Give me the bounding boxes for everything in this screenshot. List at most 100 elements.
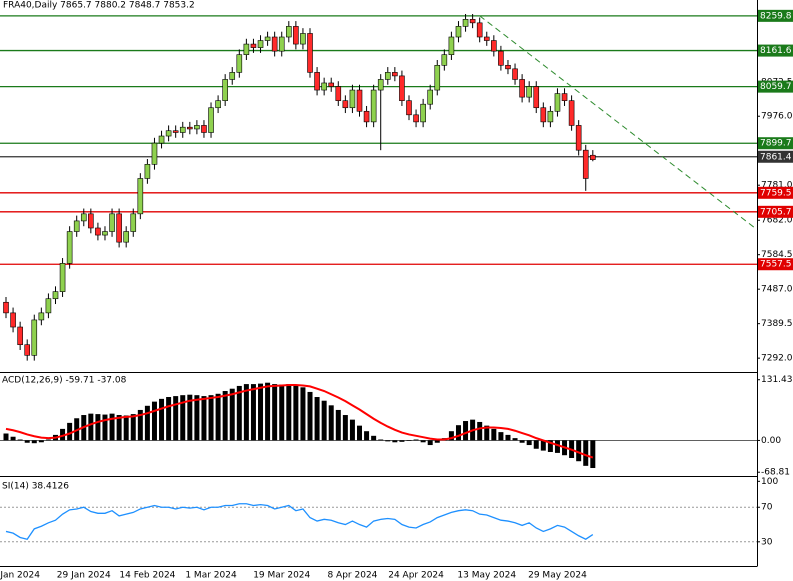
macd-bar <box>31 440 37 444</box>
macd-bar <box>540 440 546 451</box>
macd-bar <box>448 431 454 441</box>
candle-body <box>123 231 129 243</box>
level-tag <box>758 150 793 163</box>
macd-bar <box>406 440 412 441</box>
candle-body <box>293 26 299 45</box>
macd-bar <box>321 400 327 441</box>
frame <box>0 0 758 567</box>
candle-body <box>172 130 179 133</box>
macd-bar <box>576 440 582 462</box>
candle-body <box>370 89 377 123</box>
macd-bar <box>3 433 9 441</box>
candle-body <box>229 72 236 80</box>
candle-body <box>31 319 38 356</box>
trend-line <box>479 15 756 229</box>
macd-bar <box>477 421 483 441</box>
level-tag <box>758 205 793 218</box>
macd-bar <box>123 415 129 441</box>
macd-bar <box>243 384 249 441</box>
candle-body <box>349 89 356 109</box>
macd-bar <box>314 397 320 441</box>
candle-body <box>201 125 207 133</box>
macd-bar <box>24 440 30 443</box>
candle-body <box>512 68 518 80</box>
level-label: 8059.7 <box>760 82 792 92</box>
macd-bar <box>208 395 214 441</box>
candle-body <box>52 291 59 300</box>
y-tick-label: 7584.5 <box>761 250 793 260</box>
level-label: 7759.5 <box>760 188 792 198</box>
candle-body <box>377 79 384 91</box>
chart-title: FRA40,Daily 7865.7 7880.2 7848.7 7853.2 <box>3 1 195 11</box>
candle-body <box>102 231 108 236</box>
candle-body <box>455 26 462 38</box>
candle-body <box>540 107 547 123</box>
level-tag <box>758 44 793 57</box>
candle-body <box>328 82 335 87</box>
candle-body <box>285 26 292 38</box>
candle-body <box>24 344 31 356</box>
candle-body <box>420 103 426 123</box>
y-tick-label: 100 <box>761 477 778 487</box>
candle-body <box>3 301 9 314</box>
macd-bar <box>342 415 348 441</box>
candle-body <box>158 135 165 144</box>
macd-bar <box>95 414 101 441</box>
candle-body <box>406 100 412 116</box>
x-tick-label: 13 May 2024 <box>457 571 516 581</box>
x-tick-label: 1 Mar 2024 <box>185 571 237 581</box>
candle-body <box>441 54 448 66</box>
rsi-title: SI(14) 38.4126 <box>2 482 69 492</box>
macd-bar <box>286 384 292 441</box>
candle-body <box>144 164 151 179</box>
candle-body <box>243 43 250 55</box>
macd-bar <box>413 439 419 441</box>
macd-bar <box>151 401 157 441</box>
candle-body <box>38 312 45 321</box>
candle-body <box>10 312 16 328</box>
candle-body <box>271 36 278 52</box>
macd-bar <box>222 391 228 441</box>
candle-body <box>384 72 391 80</box>
macd-bar <box>300 387 306 441</box>
candle-body <box>236 54 243 73</box>
macd-bar <box>180 395 186 441</box>
macd-bar <box>38 440 44 443</box>
macd-bar <box>427 440 433 446</box>
candle-body <box>66 231 73 264</box>
candle-body <box>392 72 398 77</box>
candle-body <box>554 93 561 112</box>
y-tick-label: 131.43 <box>761 375 793 385</box>
candle-body <box>208 107 214 133</box>
macd-bar <box>533 440 539 449</box>
candle-body <box>399 75 405 101</box>
candle-body <box>335 86 342 101</box>
candle-body <box>130 213 137 232</box>
level-label: 7861.4 <box>760 152 792 162</box>
macd-bar <box>116 415 122 441</box>
candle-body <box>498 50 504 66</box>
candle-body <box>427 89 434 105</box>
candle-body <box>582 149 589 179</box>
candle-body <box>300 33 306 45</box>
candle-body <box>151 142 158 165</box>
candle-body <box>80 213 87 222</box>
macd-bar <box>137 409 143 441</box>
macd-bar <box>583 440 589 466</box>
macd-bar <box>505 434 511 441</box>
candle-body <box>483 36 490 41</box>
candle-body <box>590 154 596 160</box>
x-tick-label: 19 Mar 2024 <box>253 571 310 581</box>
candle-body <box>222 79 228 101</box>
level-tag <box>758 186 793 199</box>
candle-body <box>179 126 186 133</box>
y-tick-label: 7292.0 <box>761 354 793 364</box>
macd-bar <box>272 384 278 441</box>
candle-body <box>547 110 554 123</box>
candle-body <box>505 64 511 70</box>
candle-body <box>491 40 497 52</box>
candle-body <box>533 86 540 109</box>
y-tick-label: 30 <box>761 537 773 547</box>
macd-bar <box>229 388 235 441</box>
candle-body <box>215 100 221 109</box>
